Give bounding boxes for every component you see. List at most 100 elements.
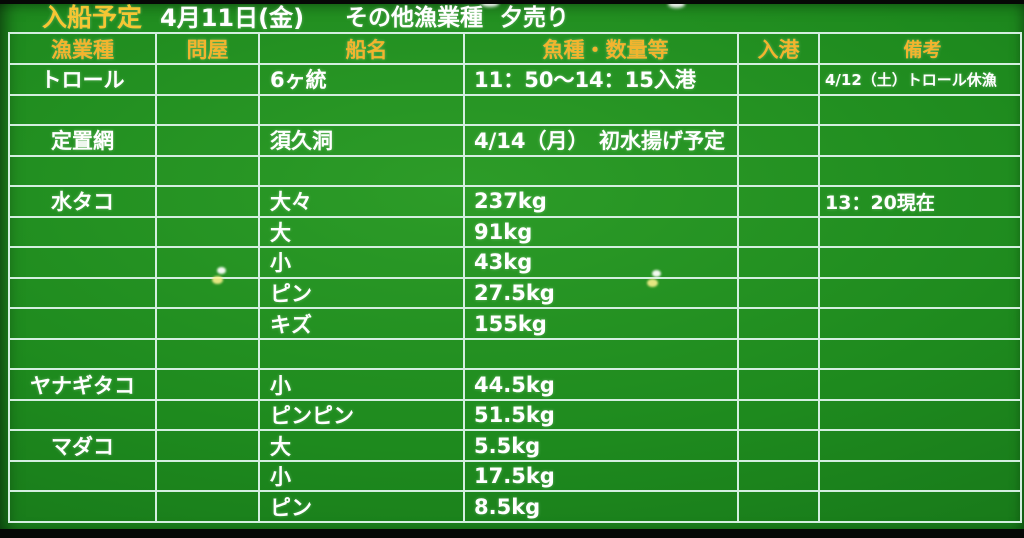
table-cell-r7-c2 xyxy=(157,248,260,279)
table-cell-r2-c4 xyxy=(465,95,739,127)
table-cell-r8-c5 xyxy=(739,278,820,310)
column-header-6: 備考 xyxy=(820,34,1022,65)
table-cell-r15-c5 xyxy=(739,492,820,523)
table-cell-r14-c4: 17.5kg xyxy=(465,461,739,493)
table-cell-r11-c3: 小 xyxy=(260,370,465,401)
table-cell-r12-c3: ピンピン xyxy=(260,400,465,432)
table-cell-r14-c3: 小 xyxy=(260,461,465,493)
table-cell-r4-c4 xyxy=(465,156,739,188)
table-cell-r10-c5 xyxy=(739,339,820,371)
table-cell-r1-c6: 4/12（土）トロール休漁 xyxy=(820,65,1022,96)
table-cell-r5-c5 xyxy=(739,187,820,218)
table-cell-r1-c5 xyxy=(739,65,820,96)
table-cell-r8-c3: ピン xyxy=(260,278,465,310)
sale-label: 夕売り xyxy=(500,5,569,31)
table-cell-r13-c2 xyxy=(157,431,260,462)
table-cell-r2-c5 xyxy=(739,95,820,127)
table-cell-r5-c2 xyxy=(157,187,260,218)
table-cell-r14-c1 xyxy=(10,461,157,493)
table-cell-r3-c6 xyxy=(820,126,1022,157)
table-cell-r10-c4 xyxy=(465,339,739,371)
table-cell-r1-c1: トロール xyxy=(10,65,157,96)
table-cell-r2-c2 xyxy=(157,95,260,127)
table-cell-r4-c5 xyxy=(739,156,820,188)
table-cell-r10-c6 xyxy=(820,339,1022,371)
table-cell-r3-c4: 4/14（月） 初水揚げ予定 xyxy=(465,126,739,157)
table-cell-r13-c5 xyxy=(739,431,820,462)
column-header-2: 問屋 xyxy=(157,34,260,65)
table-cell-r14-c2 xyxy=(157,461,260,493)
table-cell-r9-c5 xyxy=(739,309,820,340)
table-cell-r14-c6 xyxy=(820,461,1022,493)
bottom-black-bar xyxy=(0,529,1024,538)
table-cell-r3-c3: 須久洞 xyxy=(260,126,465,157)
table-cell-r4-c1 xyxy=(10,156,157,188)
top-black-bar xyxy=(0,0,1024,4)
table-cell-r7-c4: 43kg xyxy=(465,248,739,279)
table-cell-r2-c6 xyxy=(820,95,1022,127)
table-cell-r11-c5 xyxy=(739,370,820,401)
table-cell-r9-c2 xyxy=(157,309,260,340)
table-cell-r5-c6: 13：20現在 xyxy=(820,187,1022,218)
table-cell-r12-c4: 51.5kg xyxy=(465,400,739,432)
table-cell-r15-c3: ピン xyxy=(260,492,465,523)
schedule-table: 漁業種 問屋 船名 魚種・数量等 入港 備考 トロール 6ヶ統 11：50～14：15入港 4/1… xyxy=(8,32,1022,523)
table-cell-r6-c5 xyxy=(739,217,820,249)
table-cell-r4-c2 xyxy=(157,156,260,188)
table-cell-r11-c1: ヤナギタコ xyxy=(10,370,157,401)
column-header-5: 入港 xyxy=(739,34,820,65)
table-cell-r6-c2 xyxy=(157,217,260,249)
table-cell-r1-c2 xyxy=(157,65,260,96)
table-cell-r1-c3: 6ヶ統 xyxy=(260,65,465,96)
table-cell-r1-c4: 11：50～14：15入港 xyxy=(465,65,739,96)
table-cell-r15-c6 xyxy=(820,492,1022,523)
table-cell-r5-c1: 水タコ xyxy=(10,187,157,218)
table-cell-r8-c2 xyxy=(157,278,260,310)
table-cell-r9-c3: キズ xyxy=(260,309,465,340)
table-cell-r2-c3 xyxy=(260,95,465,127)
table-cell-r12-c2 xyxy=(157,400,260,432)
table-cell-r6-c6 xyxy=(820,217,1022,249)
title-bar: 入船予定 4月11日(金) その他漁業種 夕売り xyxy=(0,3,1024,33)
table-cell-r6-c4: 91kg xyxy=(465,217,739,249)
table-cell-r4-c3 xyxy=(260,156,465,188)
table-cell-r12-c5 xyxy=(739,400,820,432)
table-cell-r7-c5 xyxy=(739,248,820,279)
table-cell-r13-c1: マダコ xyxy=(10,431,157,462)
table-cell-r7-c1 xyxy=(10,248,157,279)
table-cell-r15-c2 xyxy=(157,492,260,523)
table-cell-r7-c3: 小 xyxy=(260,248,465,279)
table-cell-r8-c1 xyxy=(10,278,157,310)
page-title: 入船予定 xyxy=(42,3,143,32)
table-cell-r13-c6 xyxy=(820,431,1022,462)
table-cell-r14-c5 xyxy=(739,461,820,493)
table-cell-r11-c2 xyxy=(157,370,260,401)
table-cell-r15-c4: 8.5kg xyxy=(465,492,739,523)
table-cell-r4-c6 xyxy=(820,156,1022,188)
column-header-1: 漁業種 xyxy=(10,34,157,65)
table-cell-r13-c4: 5.5kg xyxy=(465,431,739,462)
table-cell-r5-c3: 大々 xyxy=(260,187,465,218)
table-cell-r3-c1: 定置網 xyxy=(10,126,157,157)
table-cell-r8-c6 xyxy=(820,278,1022,310)
table-cell-r3-c5 xyxy=(739,126,820,157)
green-board-background xyxy=(0,4,1024,529)
column-header-3: 船名 xyxy=(260,34,465,65)
table-cell-r10-c1 xyxy=(10,339,157,371)
table-cell-r3-c2 xyxy=(157,126,260,157)
table-cell-r6-c1 xyxy=(10,217,157,249)
table-cell-r2-c1 xyxy=(10,95,157,127)
date-label: 4月11日(金) xyxy=(160,4,305,32)
category-label: その他漁業種 xyxy=(345,5,483,31)
table-cell-r12-c1 xyxy=(10,400,157,432)
table-cell-r8-c4: 27.5kg xyxy=(465,278,739,310)
table-cell-r9-c6 xyxy=(820,309,1022,340)
table-cell-r15-c1 xyxy=(10,492,157,523)
table-cell-r12-c6 xyxy=(820,400,1022,432)
table-cell-r13-c3: 大 xyxy=(260,431,465,462)
table-cell-r9-c4: 155kg xyxy=(465,309,739,340)
table-cell-r6-c3: 大 xyxy=(260,217,465,249)
table-cell-r11-c6 xyxy=(820,370,1022,401)
table-cell-r5-c4: 237kg xyxy=(465,187,739,218)
